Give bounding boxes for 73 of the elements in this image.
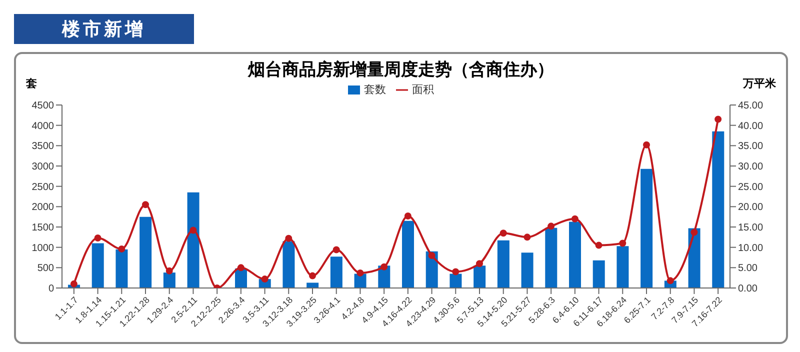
- point: [70, 280, 78, 288]
- bar: [640, 168, 653, 288]
- y2-axis-title: 万平米: [743, 76, 776, 91]
- y2-tick-label: 25.00: [738, 182, 764, 193]
- point: [452, 268, 460, 276]
- y-tick-label: 2500: [32, 182, 54, 193]
- point: [666, 277, 674, 284]
- y2-tick-label: 40.00: [738, 120, 764, 132]
- point: [285, 234, 292, 242]
- y-tick-label: 4000: [32, 120, 54, 132]
- point: [94, 234, 102, 242]
- point: [476, 260, 483, 268]
- y-tick-label: 1500: [32, 222, 54, 234]
- bar: [402, 220, 414, 288]
- y2-tick-label: 45.00: [738, 100, 764, 112]
- point: [690, 228, 698, 236]
- legend-label: 面积: [412, 84, 434, 96]
- y2-tick-label: 35.00: [738, 141, 764, 152]
- point: [166, 267, 173, 274]
- y-axis-title: 套: [26, 76, 37, 91]
- bar: [712, 131, 724, 288]
- y-tick-label: 3000: [32, 162, 54, 173]
- point: [261, 276, 268, 283]
- y-tick-label: 2000: [32, 202, 54, 214]
- y2-tick-label: 20.00: [738, 202, 764, 214]
- bar: [116, 249, 128, 288]
- point: [404, 212, 412, 220]
- point: [714, 116, 722, 123]
- y2-tick-label: 30.00: [738, 162, 764, 173]
- bar: [92, 243, 104, 288]
- bar: [282, 241, 295, 288]
- point: [380, 263, 388, 270]
- bar: [330, 256, 342, 288]
- bar: [521, 252, 534, 288]
- chart-title: 烟台商品房新增量周度走势（含商住办）: [248, 60, 554, 79]
- bar: [306, 282, 319, 288]
- y-tick-label: 500: [37, 263, 54, 274]
- point: [524, 234, 531, 241]
- point: [332, 246, 340, 254]
- bar: [569, 222, 581, 288]
- bar: [497, 240, 510, 288]
- y-tick-label: 3500: [32, 141, 54, 152]
- point: [571, 215, 578, 222]
- bar: [688, 228, 700, 288]
- point: [595, 242, 602, 249]
- point: [500, 230, 507, 237]
- y-tick-label: 4500: [32, 100, 54, 112]
- point: [428, 252, 436, 259]
- point: [142, 201, 149, 208]
- bar: [616, 246, 629, 288]
- y2-tick-label: 5.00: [738, 263, 758, 274]
- section-header: 楼市新增: [14, 14, 194, 44]
- y-tick-label: 1000: [32, 242, 54, 254]
- bar: [545, 228, 558, 288]
- y-tick-label: 0: [48, 284, 54, 295]
- point: [643, 141, 650, 148]
- point: [548, 222, 555, 230]
- point: [309, 272, 316, 280]
- legend-label: 套数: [364, 84, 386, 96]
- point: [190, 226, 197, 234]
- y2-tick-label: 15.00: [738, 222, 764, 234]
- point: [356, 269, 364, 276]
- bar: [592, 260, 605, 288]
- point: [619, 240, 626, 247]
- point: [118, 245, 126, 252]
- point: [237, 264, 244, 272]
- bar: [140, 216, 152, 288]
- bar: [163, 272, 176, 288]
- bar: [450, 274, 462, 288]
- y2-tick-label: 10.00: [738, 242, 764, 254]
- bar: [187, 192, 200, 288]
- bar: [474, 266, 486, 288]
- y2-tick-label: 0.00: [738, 284, 758, 295]
